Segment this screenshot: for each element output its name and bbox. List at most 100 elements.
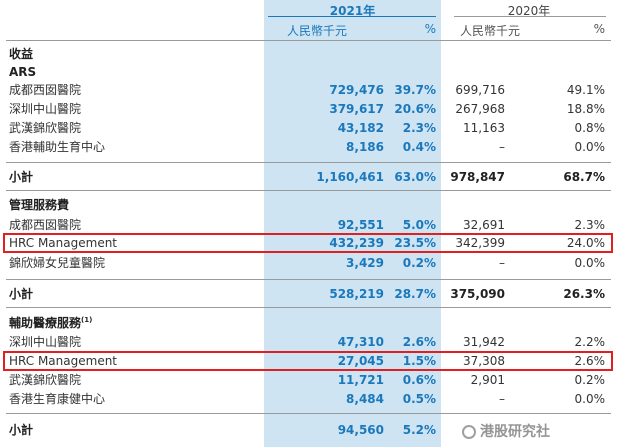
row-label: 錦欣婦女兒童醫院	[9, 256, 106, 270]
row-label: 香港生育康健中心	[9, 392, 106, 406]
row-label: 武漢錦欣醫院	[9, 121, 82, 135]
year-2021-heading: 2021年	[329, 4, 376, 18]
year-2020-underline	[454, 16, 606, 17]
section-subtitle-ars: ARS	[0, 63, 617, 81]
subtotal-rule	[6, 279, 611, 280]
value-2020: 2,901	[470, 373, 505, 387]
value-2021: 528,219	[329, 287, 384, 301]
value-2020: 31,942	[463, 335, 505, 349]
section-title-ancillary: 輔助醫療服務(1)	[0, 314, 617, 332]
row-label: 成都西囡醫院	[9, 83, 82, 97]
table-row-highlighted: HRC Management 27,045 1.5% 37,308 2.6%	[0, 352, 617, 370]
value-2021: 11,721	[337, 373, 384, 387]
section-title-revenue: 收益	[0, 45, 617, 63]
percent-2020: 18.8%	[566, 102, 605, 116]
percent-2021: 5.2%	[402, 423, 436, 437]
subtotal-label: 小計	[9, 170, 34, 184]
currency-2020-header: 人民幣千元	[460, 24, 521, 38]
row-label: 香港輔助生育中心	[9, 140, 106, 154]
value-2021: 47,310	[337, 335, 384, 349]
management-title: 管理服務費	[9, 198, 70, 212]
watermark-logo-icon	[462, 425, 476, 439]
percent-2021: 2.6%	[402, 335, 436, 349]
percent-2021: 28.7%	[394, 287, 436, 301]
value-2020: 978,847	[450, 170, 505, 184]
percent-2021: 2.3%	[402, 121, 436, 135]
subtotal-label: 小計	[9, 287, 34, 301]
percent-2020: 2.6%	[574, 354, 606, 368]
percent-2021: 0.4%	[402, 140, 436, 154]
subtotal-row-ancillary: 小計 94,560 5.2%	[0, 421, 617, 439]
table-row: 香港輔助生育中心 8,186 0.4% – 0.0%	[0, 138, 617, 156]
row-label: HRC Management	[9, 236, 118, 250]
currency-2021-header: 人民幣千元	[287, 24, 348, 38]
value-2020: 11,163	[463, 121, 505, 135]
section-title-management: 管理服務費	[0, 196, 617, 214]
percent-2020: 24.0%	[566, 236, 605, 250]
subtotal-label: 小計	[9, 423, 34, 437]
table-row: 武漢錦欣醫院 43,182 2.3% 11,163 0.8%	[0, 119, 617, 137]
row-label: 武漢錦欣醫院	[9, 373, 82, 387]
value-2021: 1,160,461	[316, 170, 384, 184]
percent-2020: 68.7%	[563, 170, 605, 184]
ancillary-title: 輔助醫療服務(1)	[9, 314, 92, 332]
value-2020: 342,399	[455, 236, 505, 250]
percent-2020: 2.3%	[574, 218, 606, 232]
value-2021: 94,560	[337, 423, 384, 437]
row-label: 深圳中山醫院	[9, 335, 82, 349]
percent-2021: 5.0%	[402, 218, 436, 232]
percent-2021: 0.2%	[402, 256, 436, 270]
header-rule	[6, 40, 611, 41]
value-2021: 3,429	[346, 256, 384, 270]
percent-2020: 0.0%	[574, 256, 606, 270]
value-2021: 729,476	[329, 83, 384, 97]
value-2020: –	[499, 140, 505, 154]
value-2020: 37,308	[463, 354, 505, 368]
percent-2020: 2.2%	[574, 335, 606, 349]
year-2021-underline	[268, 16, 436, 17]
value-2021: 8,186	[346, 140, 384, 154]
table-row: 深圳中山醫院 47,310 2.6% 31,942 2.2%	[0, 333, 617, 351]
highlight-box	[3, 351, 613, 371]
percent-2020: 26.3%	[563, 287, 605, 301]
table-row: 武漢錦欣醫院 11,721 0.6% 2,901 0.2%	[0, 371, 617, 389]
value-2020: 267,968	[455, 102, 505, 116]
table-row: 香港生育康健中心 8,484 0.5% – 0.0%	[0, 390, 617, 408]
value-2020: 375,090	[450, 287, 505, 301]
percent-2020-header: %	[593, 22, 605, 36]
value-2020: –	[499, 392, 505, 406]
percent-2021: 0.6%	[402, 373, 436, 387]
table-row: 成都西囡醫院 729,476 39.7% 699,716 49.1%	[0, 81, 617, 99]
highlight-box	[3, 233, 613, 253]
subtotal-rule	[6, 307, 611, 308]
subtotal-rule	[6, 413, 611, 414]
value-2021: 92,551	[337, 218, 384, 232]
value-2021: 432,239	[329, 236, 384, 250]
year-2020-heading: 2020年	[507, 4, 551, 18]
subtotal-rule	[6, 190, 611, 191]
percent-2021: 0.5%	[402, 392, 436, 406]
percent-2021: 63.0%	[394, 170, 436, 184]
percent-2020: 49.1%	[566, 83, 605, 97]
value-2020: 699,716	[455, 83, 505, 97]
value-2021: 379,617	[329, 102, 384, 116]
percent-2020: 0.0%	[574, 140, 606, 154]
value-2020: 32,691	[463, 218, 505, 232]
table-row: 深圳中山醫院 379,617 20.6% 267,968 18.8%	[0, 100, 617, 118]
footnote-marker: (1)	[81, 316, 93, 324]
value-2021: 43,182	[337, 121, 384, 135]
watermark-text: 港股研究社	[480, 424, 550, 440]
percent-2021-header: %	[424, 22, 436, 36]
percent-2021: 1.5%	[402, 354, 436, 368]
percent-2021: 39.7%	[394, 83, 436, 97]
subtotal-row-management: 小計 528,219 28.7% 375,090 26.3%	[0, 285, 617, 303]
row-label: 成都西囡醫院	[9, 218, 82, 232]
ars-subtitle: ARS	[9, 65, 37, 79]
value-2021: 27,045	[337, 354, 384, 368]
table-row-highlighted: HRC Management 432,239 23.5% 342,399 24.…	[0, 234, 617, 252]
table-row: 錦欣婦女兒童醫院 3,429 0.2% – 0.0%	[0, 254, 617, 272]
subtotal-rule	[6, 162, 611, 163]
percent-2021: 23.5%	[394, 236, 436, 250]
percent-2020: 0.8%	[574, 121, 606, 135]
ancillary-title-text: 輔助醫療服務	[9, 316, 82, 330]
